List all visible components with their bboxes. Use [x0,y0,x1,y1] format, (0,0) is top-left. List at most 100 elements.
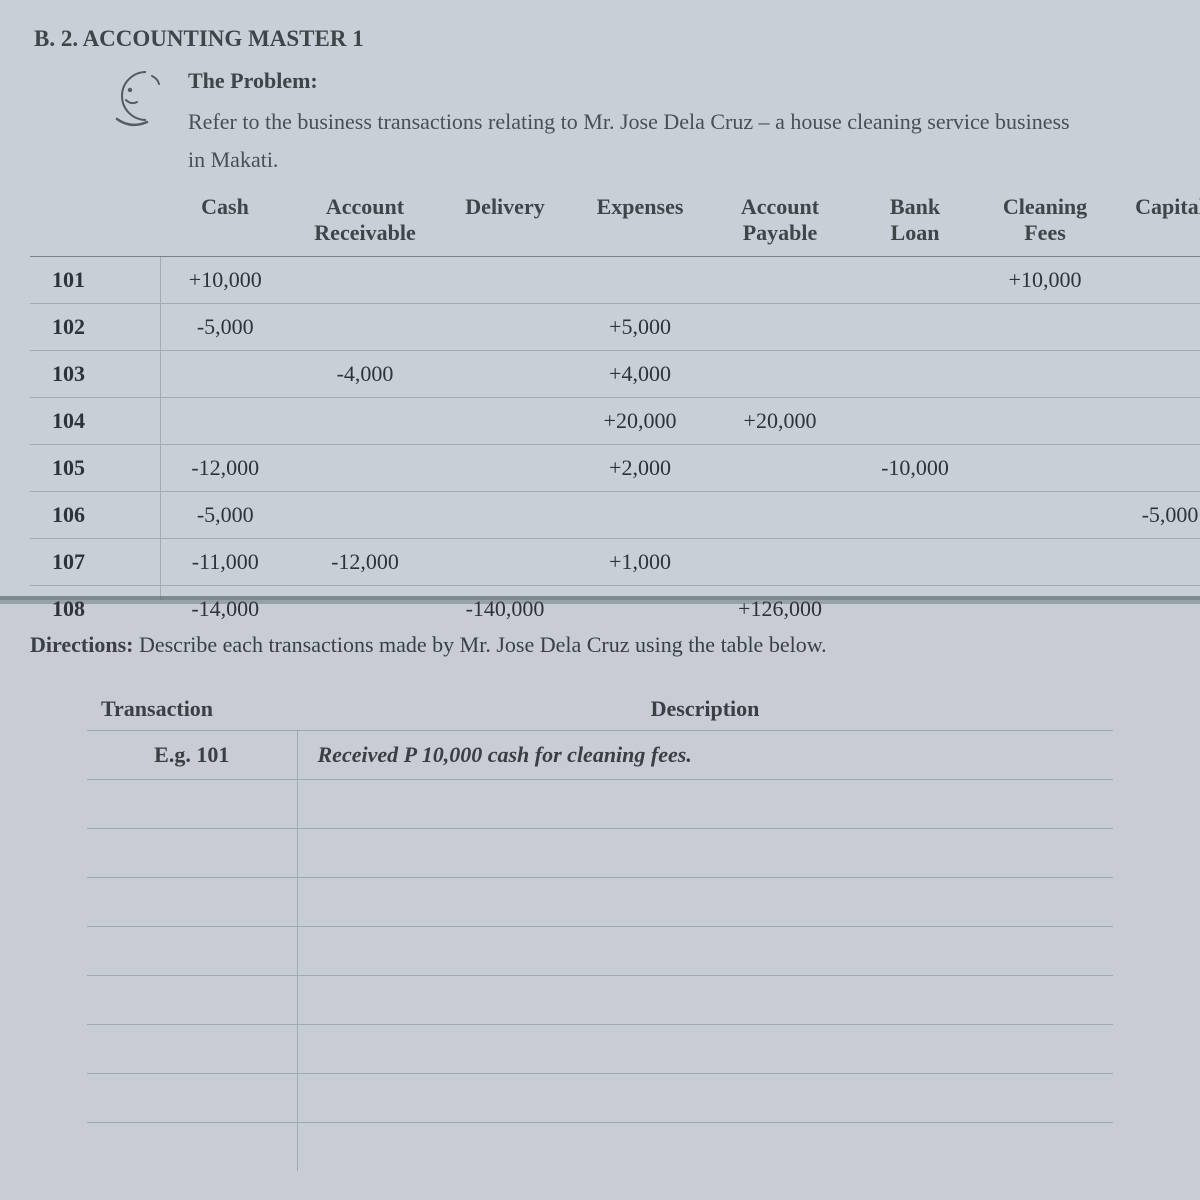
ledger-cell-ar [290,304,440,351]
ledger-cell-num: 104 [30,398,160,445]
worksheet-page: B. 2. ACCOUNTING MASTER 1 The Problem: R… [0,0,1200,1200]
ledger-col-cap: Capital [1110,188,1200,257]
ledger-cell-ap [710,257,850,304]
ledger-cell-exp [570,492,710,539]
desc-example-transaction: E.g. 101 [87,731,297,780]
ledger-cell-cap [1110,398,1200,445]
ledger-cell-clean [980,304,1110,351]
desc-blank-transaction[interactable] [87,1074,297,1123]
problem-text: The Problem: Refer to the business trans… [188,62,1088,178]
ledger-cell-cap [1110,257,1200,304]
directions-line: Directions: Describe each transactions m… [30,632,1170,658]
desc-blank-transaction[interactable] [87,780,297,829]
ledger-cell-num: 101 [30,257,160,304]
ledger-row: 104 +20,000+20,000 [30,398,1200,445]
desc-blank-transaction[interactable] [87,927,297,976]
ledger-cell-bank [850,257,980,304]
desc-blank-transaction[interactable] [87,1025,297,1074]
desc-blank-description[interactable] [297,878,1113,927]
ledger-cell-bank [850,304,980,351]
desc-blank-description[interactable] [297,780,1113,829]
ledger-cell-del [440,539,570,586]
desc-blank-description[interactable] [297,1074,1113,1123]
ledger-cell-ap: +20,000 [710,398,850,445]
ledger-cell-cap [1110,351,1200,398]
ledger-cell-del [440,257,570,304]
directions-label: Directions: [30,632,133,657]
ledger-cell-del [440,304,570,351]
ledger-cell-clean [980,398,1110,445]
ledger-cell-num: 102 [30,304,160,351]
problem-heading: The Problem: [188,62,1088,99]
desc-example-description: Received P 10,000 cash for cleaning fees… [297,731,1113,780]
ledger-cell-bank: -10,000 [850,445,980,492]
ledger-cell-num: 106 [30,492,160,539]
ledger-header: CashAccountReceivableDeliveryExpensesAcc… [30,188,1200,257]
problem-block: The Problem: Refer to the business trans… [100,62,1170,178]
desc-blank-description[interactable] [297,927,1113,976]
ledger-col-num [30,188,160,257]
desc-blank-description[interactable] [297,976,1113,1025]
ledger-col-ap: AccountPayable [710,188,850,257]
ledger-cell-clean [980,351,1110,398]
ledger-row: 107-11,000-12,000 +1,000 [30,539,1200,586]
desc-blank-transaction[interactable] [87,829,297,878]
ledger-cell-exp: +1,000 [570,539,710,586]
ledger-cell-exp: +5,000 [570,304,710,351]
ledger-cell-ar [290,257,440,304]
ledger-cell-num: 107 [30,539,160,586]
ledger-cell-ap [710,539,850,586]
ledger-cell-bank [850,351,980,398]
ledger-col-del: Delivery [440,188,570,257]
ledger-col-cash: Cash [160,188,290,257]
ledger-row: 105-12,000+2,000-10,000 [30,445,1200,492]
ledger-cell-clean [980,539,1110,586]
ledger-cell-cap: -5,000 [1110,492,1200,539]
ledger-cell-cap [1110,539,1200,586]
ledger-cell-cap [1110,445,1200,492]
desc-blank-description[interactable] [297,1025,1113,1074]
desc-blank-description[interactable] [297,829,1113,878]
ledger-cell-ap [710,492,850,539]
description-body: E.g. 101Received P 10,000 cash for clean… [87,731,1113,1172]
desc-blank-row [87,829,1113,878]
ledger-cell-del [440,351,570,398]
ledger-cell-cash [160,351,290,398]
desc-blank-description[interactable] [297,1123,1113,1172]
ledger-row: 102-5,000 +5,000 [30,304,1200,351]
desc-blank-row [87,878,1113,927]
desc-blank-row [87,1025,1113,1074]
ledger-cell-exp: +4,000 [570,351,710,398]
ledger-cell-ap [710,304,850,351]
ledger-cell-ar [290,445,440,492]
ledger-cell-cash: -5,000 [160,492,290,539]
ledger-cell-exp: +20,000 [570,398,710,445]
ledger-cell-exp: +2,000 [570,445,710,492]
ledger-cell-ar: -12,000 [290,539,440,586]
ledger-body: 101+10,000+10,000102-5,000+5,000103-4,00… [30,257,1200,633]
desc-header-description: Description [297,688,1113,731]
ledger-cell-cash: -12,000 [160,445,290,492]
desc-blank-transaction[interactable] [87,976,297,1025]
ledger-cell-ar [290,398,440,445]
desc-blank-transaction[interactable] [87,1123,297,1172]
ledger-cell-cash: -11,000 [160,539,290,586]
description-table: Transaction Description E.g. 101Received… [87,688,1113,1171]
ledger-cell-cap [1110,304,1200,351]
ledger-cell-ap [710,351,850,398]
desc-blank-row [87,976,1113,1025]
ledger-cell-bank [850,398,980,445]
ledger-row: 101+10,000+10,000 [30,257,1200,304]
ledger-row: 106-5,000-5,000 [30,492,1200,539]
ledger-cell-cash [160,398,290,445]
ledger-col-exp: Expenses [570,188,710,257]
ledger-cell-del [440,445,570,492]
ledger-cell-cash: +10,000 [160,257,290,304]
ledger-cell-cash: -5,000 [160,304,290,351]
ledger-cell-ar: -4,000 [290,351,440,398]
desc-blank-transaction[interactable] [87,878,297,927]
ledger-col-bank: BankLoan [850,188,980,257]
ledger-cell-bank [850,492,980,539]
ledger-cell-exp [570,257,710,304]
desc-blank-row [87,780,1113,829]
